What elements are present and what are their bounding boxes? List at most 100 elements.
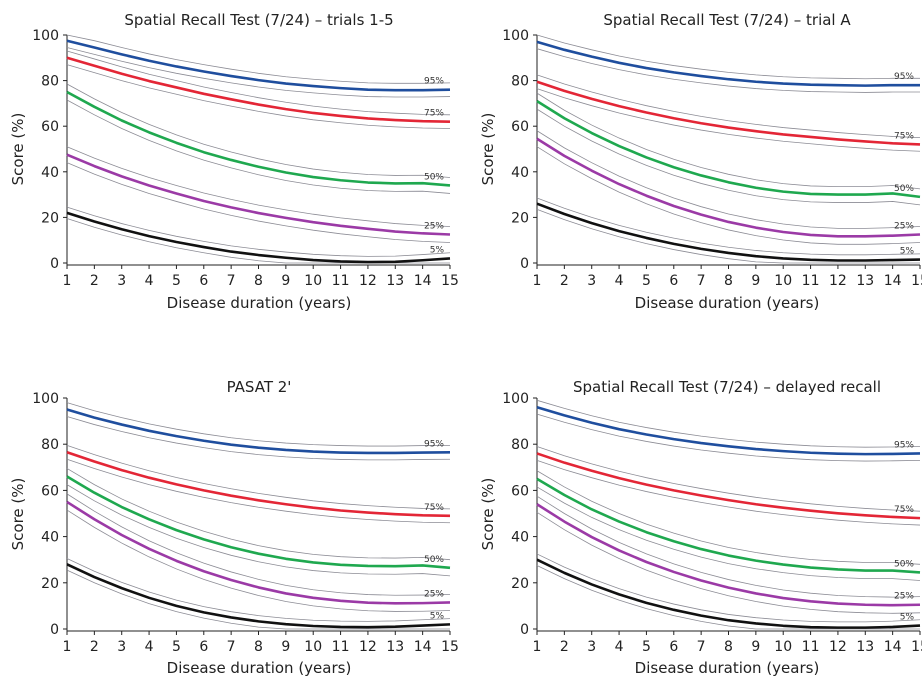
x-tick-label: 13 (856, 639, 874, 655)
x-tick-label: 11 (802, 273, 820, 289)
x-tick-label: 3 (117, 273, 126, 289)
x-tick-label: 6 (669, 639, 678, 655)
x-tick-label: 15 (441, 639, 459, 655)
x-tick-label: 2 (560, 639, 569, 655)
panel-4: Spatial Recall Test (7/24) – delayed rec… (479, 378, 881, 677)
series-label-75pct: 75% (894, 505, 914, 515)
x-tick-label: 13 (386, 639, 404, 655)
x-axis-label-2: Disease duration (years) (635, 294, 820, 312)
band-upper-75pct (536, 446, 921, 512)
band-lower-5pct (536, 209, 920, 264)
x-tick-label: 14 (414, 639, 432, 655)
y-tick-label: 0 (520, 622, 529, 638)
x-tick-label: 3 (587, 273, 596, 289)
series-label-25pct: 25% (894, 592, 914, 602)
series-label-75pct: 75% (424, 503, 444, 513)
x-tick-label: 4 (145, 639, 154, 655)
band-upper-5pct (66, 206, 451, 257)
band-upper-25pct (66, 146, 451, 227)
y-tick-label: 100 (502, 28, 529, 44)
band-upper-5pct (66, 558, 451, 622)
band-lower-95pct (536, 413, 921, 462)
band-lower-75pct (66, 458, 451, 524)
x-tick-label: 15 (911, 639, 922, 655)
band-lower-75pct (66, 64, 451, 129)
y-tick-label: 0 (50, 622, 59, 638)
chart-title-2: Spatial Recall Test (7/24) – trial A (603, 11, 851, 29)
band-upper-25pct (66, 493, 451, 596)
x-tick-label: 7 (697, 639, 706, 655)
band-upper-25pct (536, 495, 921, 598)
x-tick-label: 2 (560, 273, 569, 289)
y-tick-label: 40 (511, 530, 529, 546)
panel-2: Spatial Recall Test (7/24) – trial A Sco… (479, 11, 851, 312)
band-lower-25pct (536, 512, 921, 614)
band-lower-5pct (536, 565, 920, 630)
band-upper-95pct (66, 402, 451, 447)
band-lower-95pct (66, 47, 451, 98)
x-tick-label: 10 (304, 273, 322, 289)
x-tick-label: 1 (63, 273, 72, 289)
x-tick-label: 5 (642, 273, 651, 289)
series-line-50pct (66, 90, 451, 187)
band-lower-75pct (536, 88, 921, 152)
band-upper-75pct (66, 50, 451, 116)
chart-title-4: Spatial Recall Test (7/24) – delayed rec… (573, 378, 881, 396)
band-lower-95pct (66, 416, 451, 461)
x-tick-label: 5 (172, 639, 181, 655)
y-tick-label: 20 (511, 210, 529, 226)
x-tick-label: 1 (533, 273, 542, 289)
x-tick-label: 9 (751, 639, 760, 655)
x-tick-label: 4 (615, 273, 624, 289)
band-upper-50pct (536, 92, 921, 190)
panel-3: PASAT 2' Score (%) Disease duration (yea… (9, 378, 351, 677)
series-label-50pct: 50% (894, 559, 914, 569)
series-label-75pct: 75% (894, 131, 914, 141)
chart-title-3: PASAT 2' (227, 378, 292, 396)
y-tick-label: 60 (41, 483, 59, 499)
series-label-50pct: 50% (424, 172, 444, 182)
x-tick-label: 7 (227, 639, 236, 655)
x-tick-label: 4 (615, 639, 624, 655)
series-label-95pct: 95% (424, 439, 444, 449)
series-line-75pct (536, 80, 921, 146)
x-tick-label: 6 (199, 639, 208, 655)
x-tick-label: 11 (332, 273, 350, 289)
band-upper-5pct (536, 553, 921, 623)
series-line-95pct (66, 39, 451, 92)
x-tick-label: 5 (642, 639, 651, 655)
y-tick-label: 40 (511, 165, 529, 181)
x-tick-label: 10 (304, 639, 322, 655)
x-axis-label-4: Disease duration (years) (635, 659, 820, 677)
x-tick-label: 8 (254, 639, 263, 655)
x-tick-label: 12 (359, 639, 377, 655)
series-line-95pct (66, 408, 451, 455)
series-line-5pct (66, 211, 451, 264)
x-tick-label: 3 (117, 639, 126, 655)
band-lower-5pct (66, 569, 450, 630)
x-tick-label: 14 (414, 273, 432, 289)
x-tick-label: 8 (254, 273, 263, 289)
plot-4: 02040608010012345678910111213141595%75%5… (502, 391, 922, 655)
band-upper-50pct (66, 468, 451, 561)
band-upper-95pct (536, 399, 921, 448)
series-line-5pct (536, 558, 921, 629)
x-tick-label: 14 (884, 639, 902, 655)
series-line-75pct (66, 56, 451, 123)
band-lower-95pct (536, 48, 920, 93)
band-upper-75pct (66, 444, 451, 510)
series-line-5pct (66, 563, 451, 629)
x-axis-label-1: Disease duration (years) (167, 294, 352, 312)
series-line-25pct (536, 503, 921, 607)
series-label-5pct: 5% (900, 613, 915, 623)
y-tick-label: 20 (41, 576, 59, 592)
series-line-75pct (536, 452, 921, 520)
series-label-75pct: 75% (424, 109, 444, 119)
series-label-50pct: 50% (424, 555, 444, 565)
x-tick-label: 9 (281, 273, 290, 289)
x-tick-label: 8 (724, 273, 733, 289)
band-upper-95pct (536, 34, 920, 80)
x-tick-label: 6 (199, 273, 208, 289)
